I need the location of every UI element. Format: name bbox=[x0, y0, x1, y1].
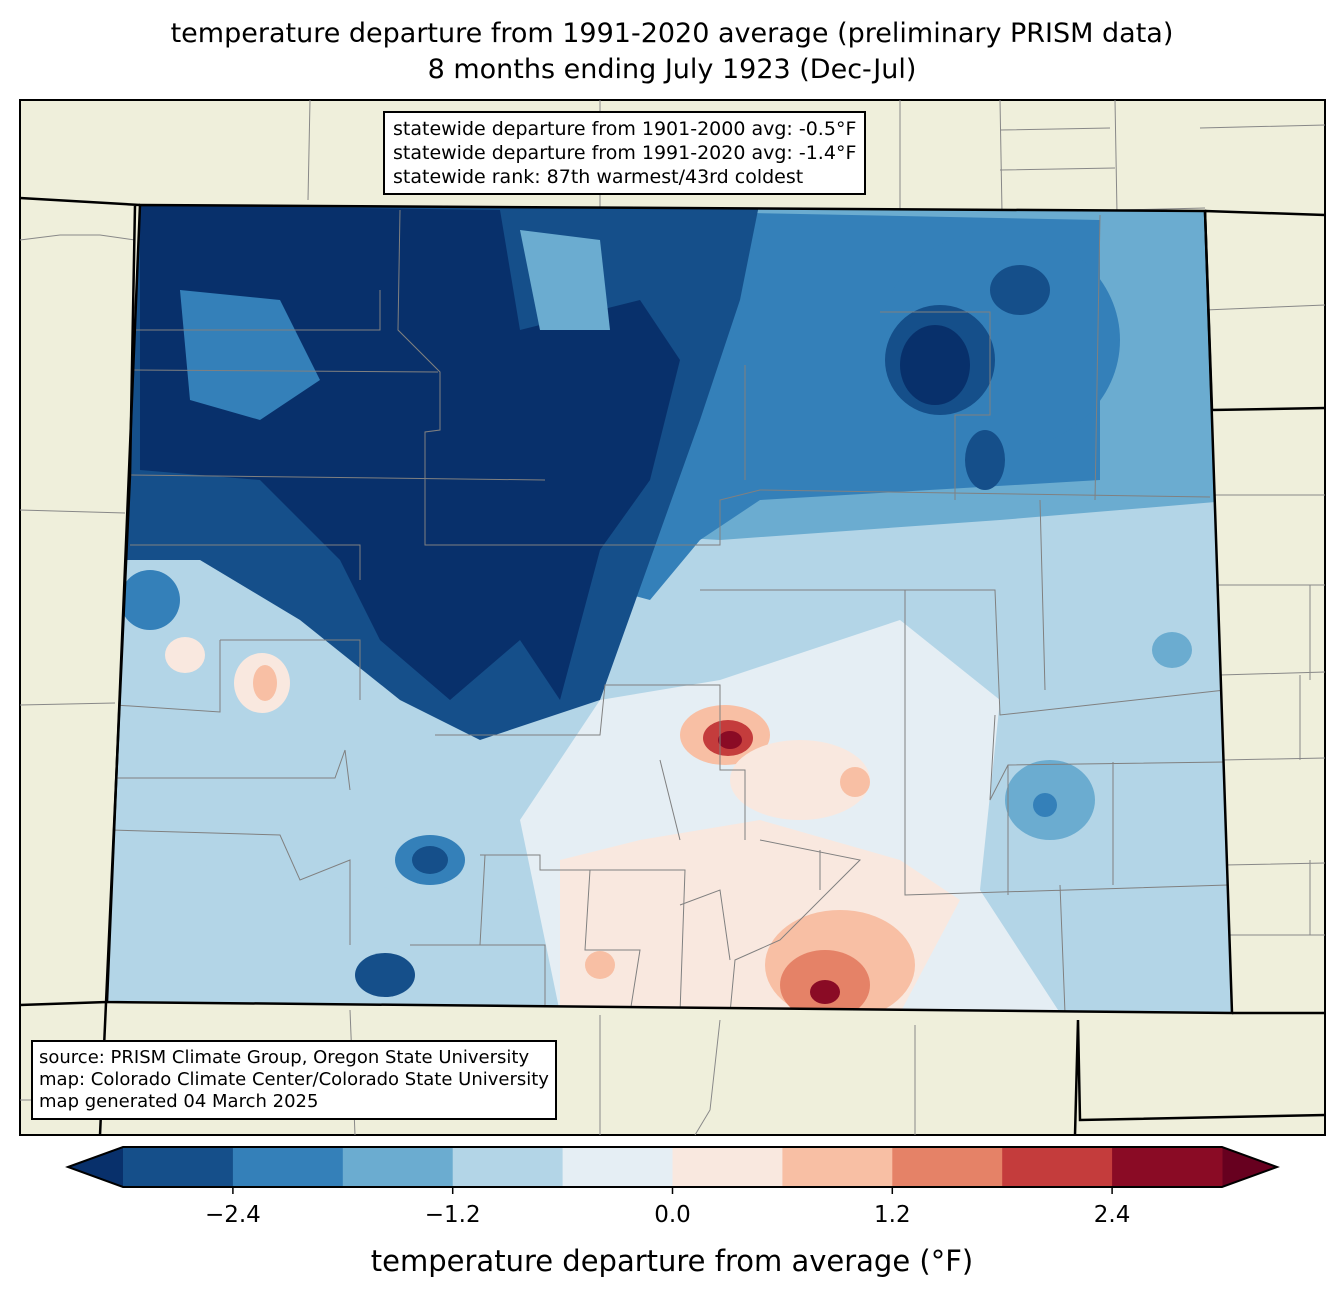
colorbar-bin bbox=[452, 1147, 564, 1187]
source-box: source: PRISM Climate Group, Oregon Stat… bbox=[31, 1040, 557, 1120]
chart-subtitle: 8 months ending July 1923 (Dec-Jul) bbox=[427, 54, 917, 85]
colorbar-tick-label: −1.2 bbox=[425, 1202, 481, 1228]
colorbar-tick-label: 0.0 bbox=[654, 1202, 691, 1228]
colorbar-bin bbox=[232, 1147, 344, 1187]
stat-1901-2000: statewide departure from 1901-2000 avg: … bbox=[393, 118, 857, 140]
colorbar-bin bbox=[562, 1147, 673, 1187]
temperature-contours bbox=[107, 205, 1232, 1013]
chart-title: temperature departure from 1991-2020 ave… bbox=[170, 18, 1174, 49]
colorbar-tick-label: 1.2 bbox=[874, 1202, 911, 1228]
county-lines bbox=[109, 209, 1231, 1013]
colorbar: −2.4 −1.2 0.0 1.2 2.4 bbox=[65, 1146, 1280, 1228]
colorbar-bin bbox=[782, 1147, 893, 1187]
colorbar-tick-label: 2.4 bbox=[1094, 1202, 1131, 1228]
neighbor-county-lines bbox=[19, 99, 1326, 1136]
statewide-stats-box: statewide departure from 1901-2000 avg: … bbox=[383, 111, 867, 195]
colorbar-bin bbox=[123, 1147, 234, 1187]
stat-rank: statewide rank: 87th warmest/43rd coldes… bbox=[393, 166, 804, 188]
colorbar-outline bbox=[65, 1146, 1280, 1188]
colorbar-extend-max bbox=[1222, 1147, 1277, 1187]
colorbar-bin bbox=[1112, 1147, 1223, 1187]
source-line: source: PRISM Climate Group, Oregon Stat… bbox=[39, 1047, 530, 1068]
map-credit-line: map: Colorado Climate Center/Colorado St… bbox=[39, 1069, 549, 1090]
state-borders bbox=[19, 196, 1326, 1136]
generated-date-line: map generated 04 March 2025 bbox=[39, 1091, 319, 1112]
colorbar-tick-label: −2.4 bbox=[205, 1202, 261, 1228]
stat-1991-2020: statewide departure from 1991-2020 avg: … bbox=[393, 142, 857, 164]
colorbar-label: temperature departure from average (°F) bbox=[370, 1244, 974, 1278]
colorbar-bin bbox=[1002, 1147, 1113, 1187]
colorbar-bin bbox=[672, 1147, 783, 1187]
colorbar-extend-min bbox=[68, 1147, 123, 1187]
colorbar-bin bbox=[342, 1147, 454, 1187]
colorbar-bin bbox=[892, 1147, 1003, 1187]
